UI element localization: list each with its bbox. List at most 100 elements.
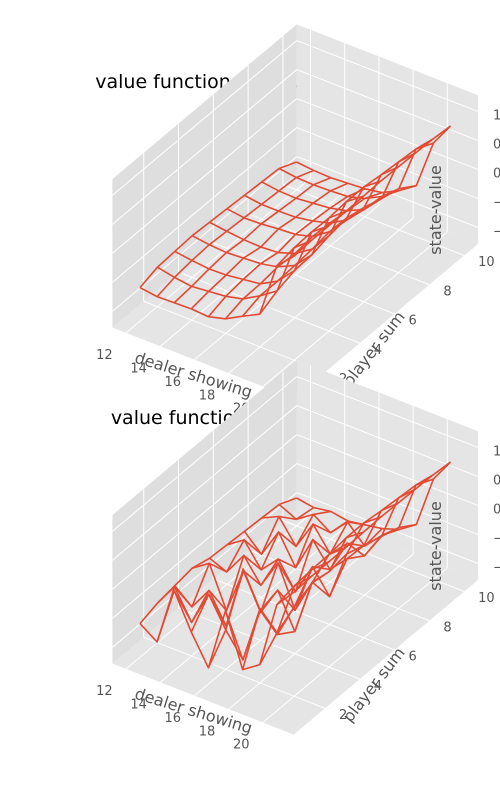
surface-row-line — [191, 210, 347, 268]
y-tick-label: 6 — [409, 650, 417, 665]
z-axis-label: state-value — [426, 165, 445, 255]
grid-line-z — [296, 434, 479, 507]
grid-line-y — [282, 184, 465, 256]
surface-col-line — [293, 461, 451, 593]
grid-line-z — [112, 376, 298, 532]
surface-col-line — [173, 176, 332, 304]
x-tick-label: 14 — [130, 361, 147, 376]
surface-col-line — [276, 478, 434, 606]
grid-line-x — [262, 231, 448, 387]
grid-line-x — [228, 217, 414, 374]
grid-line-y — [247, 213, 430, 286]
z-tick-label: 0.5 — [493, 137, 500, 152]
z-tick-label: 0.0 — [493, 166, 500, 181]
grid-line-z — [296, 376, 479, 449]
y-tick-label: 2 — [339, 708, 347, 723]
grid-line-y — [282, 520, 465, 592]
x-tick-label: 12 — [96, 348, 113, 363]
surface-row-line — [278, 474, 434, 547]
z-tick-label: 0.0 — [493, 502, 500, 517]
grid-line-x — [194, 204, 380, 361]
z-tick-label: 1.0 — [493, 108, 500, 123]
grid-line-z — [112, 463, 298, 619]
surface-col-line — [276, 142, 434, 267]
y-tick-label: 8 — [443, 620, 451, 635]
surface-row-line — [139, 255, 295, 320]
z-axis-label: state-value — [426, 501, 445, 591]
grid-line-z — [296, 127, 479, 200]
surface-col-line — [139, 497, 297, 625]
surface-row-line — [156, 239, 312, 300]
z-tick-label: 1.0 — [493, 444, 500, 459]
grid-line-z — [296, 98, 479, 171]
surface-row-line — [261, 488, 417, 557]
surface-row-line — [243, 502, 399, 571]
surface-col-line — [224, 191, 383, 320]
z-tick-label: −0.5 — [493, 195, 500, 210]
grid-line-y — [143, 636, 326, 709]
grid-line-z — [112, 40, 298, 196]
grid-line-z — [296, 40, 479, 113]
surface-plot-usable-ace: value function with usable ace 121416182… — [96, 360, 500, 753]
axis-ticks: 12 14 16 18 20 2 4 6 8 10 1.0 0.5 0.0 −0.5 −1.0 — [96, 444, 500, 752]
y-tick-label: 10 — [478, 591, 495, 606]
z-tick-label: −1.0 — [493, 224, 500, 239]
x-tick-label: 18 — [199, 724, 216, 739]
surface-plot-no-ace: value function without usable ace 121416… — [95, 24, 500, 417]
y-tick-label: 6 — [409, 314, 417, 329]
x-tick-label: 14 — [130, 697, 147, 712]
surface-wireframe — [139, 461, 452, 671]
x-tick-label: 12 — [96, 684, 113, 699]
grid-line-y — [178, 271, 360, 344]
x-tick-label: 16 — [165, 711, 182, 726]
axes-grid — [112, 29, 479, 387]
grid-line-z — [112, 405, 298, 561]
grid-line-x — [159, 191, 346, 347]
z-tick-label: −0.5 — [493, 531, 500, 546]
grid-line-x — [262, 567, 448, 723]
x-tick-label: 20 — [233, 738, 250, 753]
surface-col-line — [190, 520, 349, 633]
grid-line-z — [112, 127, 298, 283]
surface-col-line — [190, 182, 349, 310]
grid-line-x — [125, 513, 311, 670]
surface-col-line — [241, 528, 400, 670]
grid-line-z — [296, 463, 479, 536]
surface-col-line — [207, 188, 366, 318]
grid-line-x — [228, 553, 414, 710]
grid-line-z — [296, 492, 479, 565]
surface-row-line — [296, 461, 452, 531]
x-tick-label: 18 — [199, 388, 216, 403]
surface-col-line — [258, 523, 417, 666]
floor-pane — [112, 508, 479, 735]
surface-col-line — [156, 169, 315, 298]
grid-line-y — [143, 300, 326, 373]
surface-row-line — [278, 138, 434, 200]
surface-col-line — [207, 521, 366, 669]
grid-line-y — [178, 607, 360, 680]
grid-line-y — [247, 549, 430, 622]
surface-row-line — [296, 125, 452, 194]
y-tick-label: 4 — [374, 343, 382, 358]
floor-pane — [112, 172, 479, 399]
surface-col-line — [139, 161, 297, 289]
y-tick-label: 8 — [443, 284, 451, 299]
surface-col-line — [293, 125, 451, 257]
z-tick-label: 0.5 — [493, 473, 500, 488]
grid-line-z — [112, 69, 298, 225]
grid-line-x — [159, 527, 346, 683]
surface-wireframe — [139, 125, 452, 320]
y-tick-label: 10 — [478, 255, 495, 270]
x-tick-label: 16 — [165, 375, 182, 390]
z-tick-label: −1.0 — [493, 560, 500, 575]
surface-col-line — [259, 184, 417, 315]
grid-line-z — [112, 156, 298, 312]
surface-col-line — [156, 506, 315, 643]
grid-line-z — [112, 98, 298, 254]
grid-line-y — [213, 242, 395, 315]
grid-line-y — [213, 578, 395, 651]
y-tick-label: 4 — [374, 679, 382, 694]
surface-col-line — [173, 510, 331, 624]
